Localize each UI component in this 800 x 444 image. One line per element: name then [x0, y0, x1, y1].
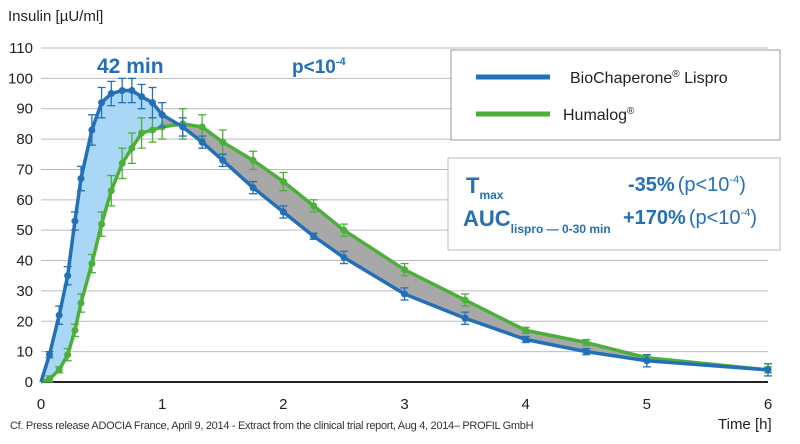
data-point-biochaperone — [219, 156, 227, 164]
data-point-humalog — [138, 129, 146, 137]
series-lines — [39, 77, 772, 384]
footer-source: Cf. Press release ADOCIA France, April 9… — [10, 420, 534, 432]
data-point-humalog — [107, 187, 115, 195]
data-point-humalog — [128, 144, 136, 152]
data-point-biochaperone — [643, 357, 651, 365]
data-point-biochaperone — [71, 217, 79, 225]
data-point-humalog — [118, 159, 126, 167]
area-fills — [41, 90, 768, 382]
stats-box: Tmax -35% (p<10-4) AUClispro — 0-30 min +… — [447, 157, 781, 251]
y-tick-label: 110 — [9, 40, 33, 57]
data-point-humalog — [219, 138, 227, 146]
data-point-humalog — [279, 178, 287, 186]
annotation-pvalue: p<10-4 — [292, 56, 347, 78]
data-point-biochaperone — [118, 87, 126, 95]
y-tick-label: 100 — [8, 70, 33, 87]
y-axis-label: Insulin [µU/ml] — [8, 8, 104, 25]
x-tick-label: 3 — [400, 396, 408, 413]
tick-labels: 0 10 20 30 40 50 60 70 80 90 100 110 0 1 2 3 4 5 6 — [8, 40, 772, 413]
tmax-value: -35% (p<10-4) — [628, 174, 746, 196]
y-tick-label: 40 — [16, 253, 33, 270]
data-point-humalog — [148, 126, 156, 134]
data-point-humalog — [198, 123, 206, 131]
data-point-humalog — [522, 326, 530, 334]
legend-label-humalog: Humalog® — [563, 106, 635, 124]
x-tick-label: 5 — [643, 396, 651, 413]
data-point-humalog — [582, 339, 590, 347]
data-point-humalog — [401, 266, 408, 274]
data-point-biochaperone — [764, 366, 772, 374]
data-point-humalog — [98, 220, 106, 228]
x-tick-label: 1 — [158, 396, 166, 413]
x-tick-label: 2 — [279, 396, 287, 413]
data-point-biochaperone — [340, 254, 348, 262]
data-point-biochaperone — [98, 99, 106, 107]
data-point-biochaperone — [148, 99, 156, 107]
y-tick-label: 20 — [16, 313, 33, 330]
annotation-tmax-diff: 42 min — [97, 55, 164, 78]
data-point-biochaperone — [55, 311, 63, 319]
area-fill-blue — [41, 90, 183, 382]
data-point-biochaperone — [249, 184, 257, 192]
y-tick-label: 0 — [25, 374, 33, 391]
y-tick-label: 90 — [16, 101, 33, 118]
data-point-biochaperone — [88, 126, 96, 134]
data-point-humalog — [249, 156, 257, 164]
data-point-biochaperone — [198, 138, 206, 146]
x-tick-label: 0 — [37, 396, 45, 413]
y-tick-label: 10 — [16, 344, 33, 361]
data-point-humalog — [88, 260, 96, 268]
y-tick-label: 80 — [16, 131, 33, 148]
data-point-biochaperone — [77, 175, 85, 183]
data-point-biochaperone — [279, 208, 287, 216]
data-point-humalog — [340, 226, 348, 234]
legend: BioChaperone® Lispro Humalog® — [450, 49, 781, 141]
data-point-humalog — [310, 202, 318, 210]
data-point-biochaperone — [461, 314, 469, 322]
data-point-biochaperone — [64, 272, 72, 280]
x-tick-label: 4 — [521, 396, 529, 413]
data-point-humalog — [45, 375, 53, 383]
y-tick-label: 70 — [16, 161, 33, 178]
x-tick-label: 6 — [764, 396, 772, 413]
data-point-biochaperone — [158, 111, 166, 119]
auc-label: AUClispro — 0-30 min — [463, 206, 611, 236]
data-point-biochaperone — [128, 87, 136, 95]
data-point-humalog — [55, 366, 63, 374]
data-point-biochaperone — [582, 348, 590, 356]
data-point-biochaperone — [138, 93, 146, 101]
y-tick-label: 30 — [16, 283, 33, 300]
data-point-biochaperone — [107, 90, 115, 98]
data-point-biochaperone — [179, 123, 187, 131]
data-point-humalog — [77, 299, 85, 307]
data-point-humalog — [64, 351, 72, 359]
legend-label-biochaperone: BioChaperone® Lispro — [570, 69, 728, 87]
data-point-biochaperone — [310, 232, 318, 240]
y-tick-label: 60 — [16, 192, 33, 209]
auc-value: +170% (p<10-4) — [623, 207, 757, 229]
data-point-biochaperone — [522, 335, 530, 343]
y-tick-label: 50 — [16, 222, 33, 239]
data-point-biochaperone — [401, 290, 408, 298]
x-axis-label: Time [h] — [718, 416, 772, 433]
data-point-humalog — [461, 296, 469, 304]
tmax-label: Tmax — [466, 173, 504, 202]
data-point-humalog — [71, 326, 79, 334]
data-point-biochaperone — [45, 351, 53, 359]
